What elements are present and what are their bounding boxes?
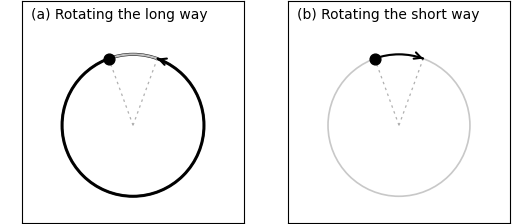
Point [104,57,113,60]
Text: (b) Rotating the short way: (b) Rotating the short way [297,8,479,22]
Point [370,57,379,60]
Text: (a) Rotating the long way: (a) Rotating the long way [31,8,207,22]
